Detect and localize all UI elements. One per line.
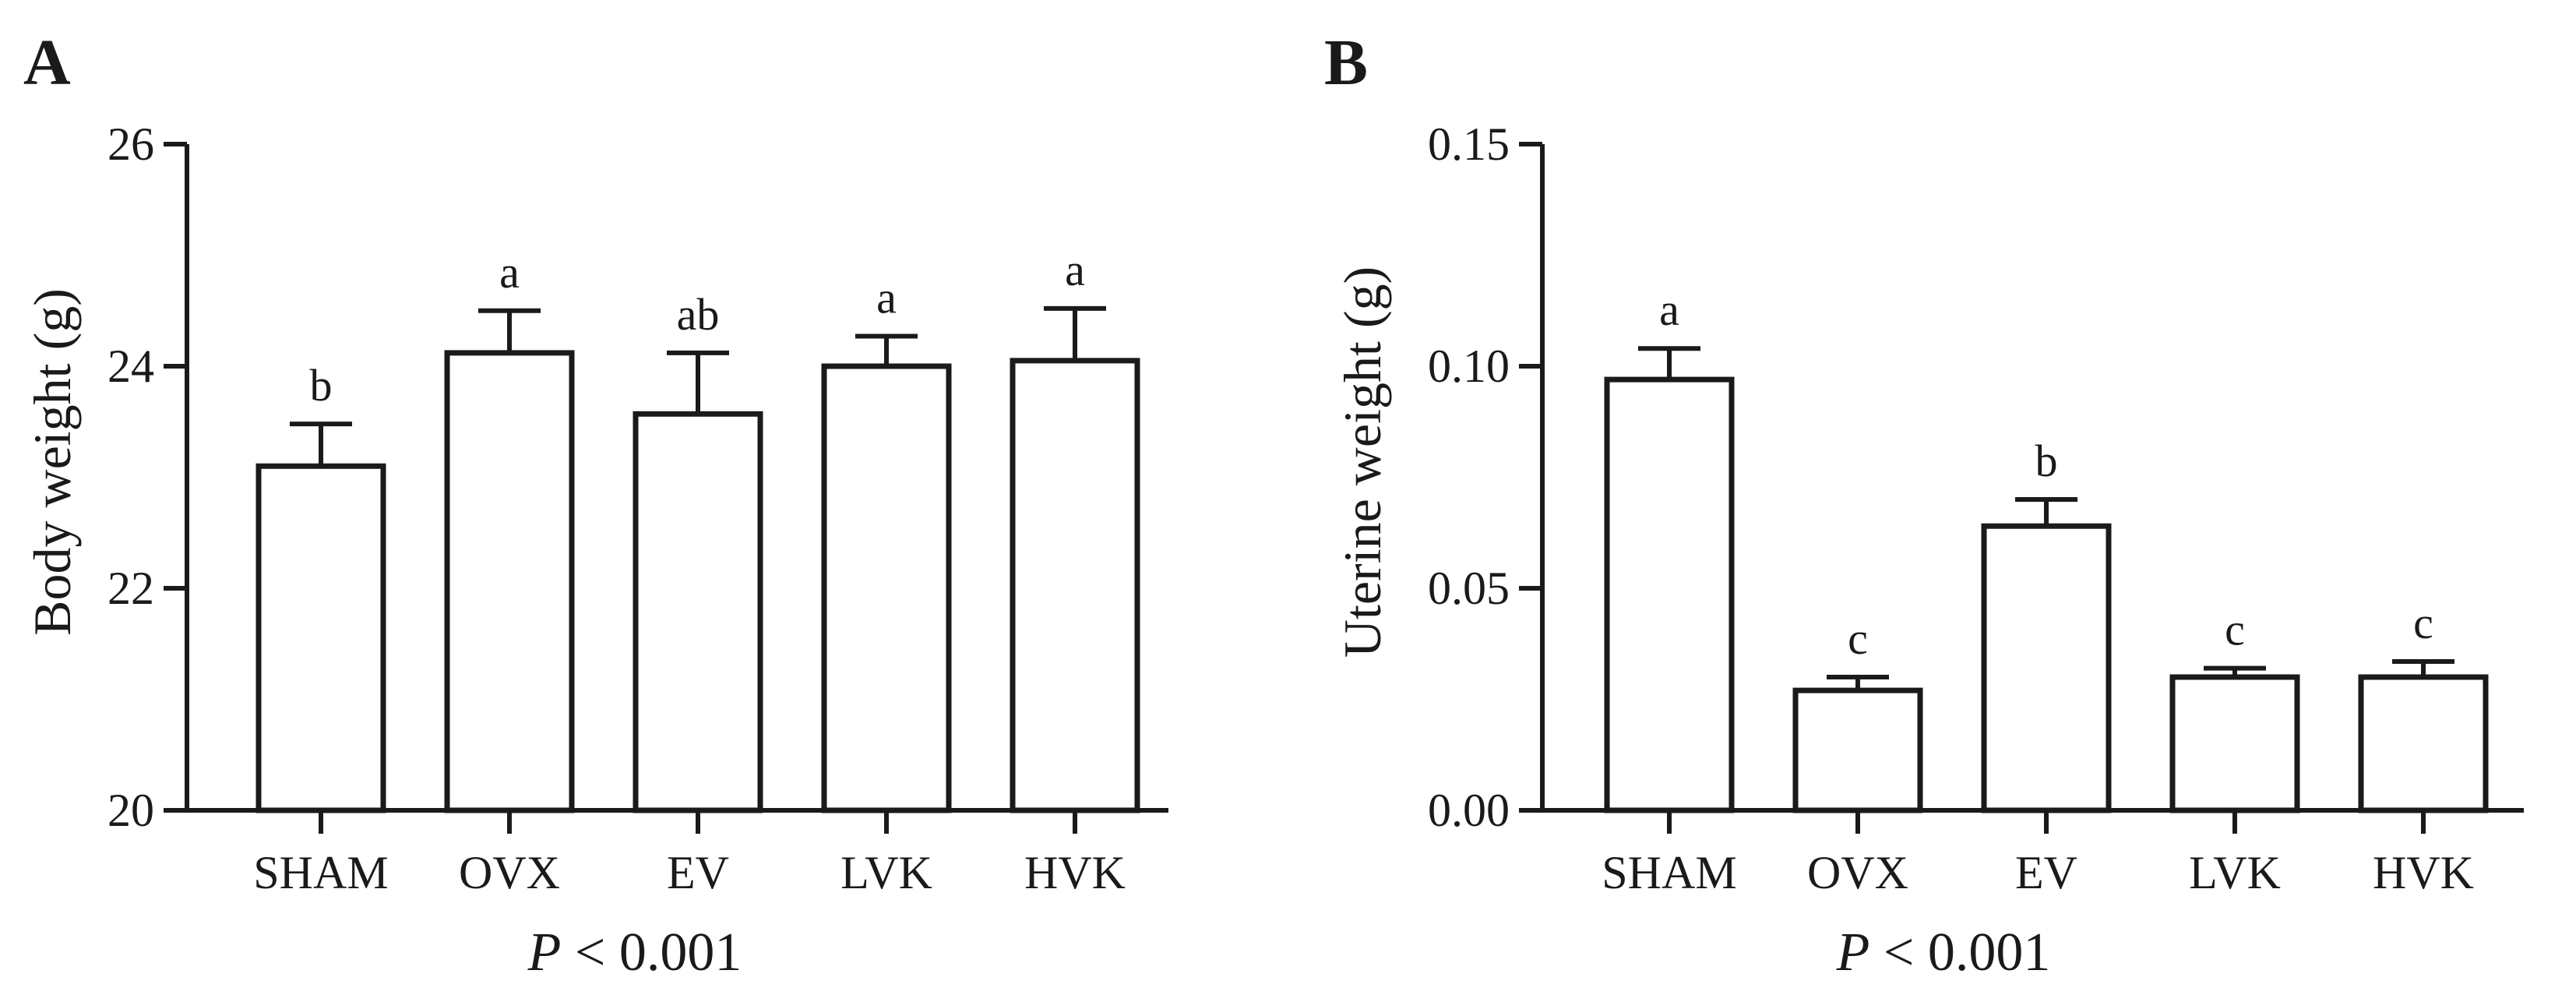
panel-b-category-label: OVX [1807,847,1908,898]
panel-a-significance-letter: a [1065,245,1085,295]
panel-b-uterine-weight: B Uterine weight (g) 0.00 0.05 0.10 0.15 SHA… [1324,26,2524,983]
panel-a-category-label: OVX [459,847,560,898]
panel-b-category-label: SHAM [1602,847,1736,898]
panel-a-category-label: EV [667,847,729,898]
panel-a-y-tick-label: 22 [107,563,154,614]
panel-a-category-label: HVK [1024,847,1126,898]
panel-b-significance-letter: b [2035,436,2058,486]
panel-b-p-symbol: P [1836,923,1870,983]
panel-b-y-tick-label: 0.05 [1428,563,1510,614]
panel-a-p-value: P < 0.001 [527,923,742,983]
panel-b-p-value: P < 0.001 [1836,923,2051,983]
panel-a-body-weight: A Body weight (g) 20 22 24 26 SHAM b OVX a EV ab L… [23,26,1168,983]
panel-b-bar-hvk [2358,674,2489,813]
panel-a-y-tick-label: 20 [107,785,154,836]
panel-b-category-label: EV [2015,847,2077,898]
panel-a-bar-ovx [444,350,575,813]
panel-b-y-tick-label: 0.00 [1428,785,1510,836]
panel-b-significance-letter: c [2413,598,2433,648]
panel-b-y-tick-label: 0.10 [1428,340,1510,392]
panel-b-bar-lvk [2169,674,2300,813]
panel-b-y-axis-title: Uterine weight (g) [1333,266,1392,658]
panel-a-bar-lvk [821,363,952,813]
panel-b-significance-letter: a [1659,284,1679,335]
panel-b-plot-area: 0.00 0.05 0.10 0.15 SHAM a OVX c EV b LVK c HVK c [1428,118,2524,898]
panel-b-significance-letter: c [2225,605,2245,655]
panel-a-category-label: LVK [840,847,932,898]
panel-a-significance-letter: ab [677,289,720,340]
panel-a-bar-hvk [1010,358,1140,813]
panel-a-p-text: < 0.001 [561,923,742,983]
panel-b-category-label: LVK [2189,847,2281,898]
panel-b-bar-sham [1604,376,1735,813]
panel-b-significance-letter: c [1848,613,1868,664]
panel-a-y-tick-label: 24 [107,340,154,392]
panel-b-y-tick-label: 0.15 [1428,118,1510,170]
panel-a-significance-letter: a [499,247,520,298]
panel-b-p-text: < 0.001 [1869,923,2050,983]
panel-b-category-label: HVK [2373,847,2474,898]
panel-a-label: A [23,26,71,99]
panel-b-bar-ev [1981,523,2112,813]
panel-a-bar-sham [255,463,386,813]
panel-b-bar-ovx [1792,687,1923,813]
panel-b-label: B [1324,26,1368,99]
panel-a-p-symbol: P [527,923,562,983]
panel-a-plot-area: 20 22 24 26 SHAM b OVX a EV ab LVK a HVK a [107,118,1168,898]
panel-a-significance-letter: a [876,273,897,323]
panel-a-bar-ev [633,411,763,813]
panel-a-y-tick-label: 26 [107,118,154,170]
panel-a-y-axis-title: Body weight (g) [23,288,82,636]
panel-a-category-label: SHAM [253,847,388,898]
panel-a-significance-letter: b [310,360,333,411]
